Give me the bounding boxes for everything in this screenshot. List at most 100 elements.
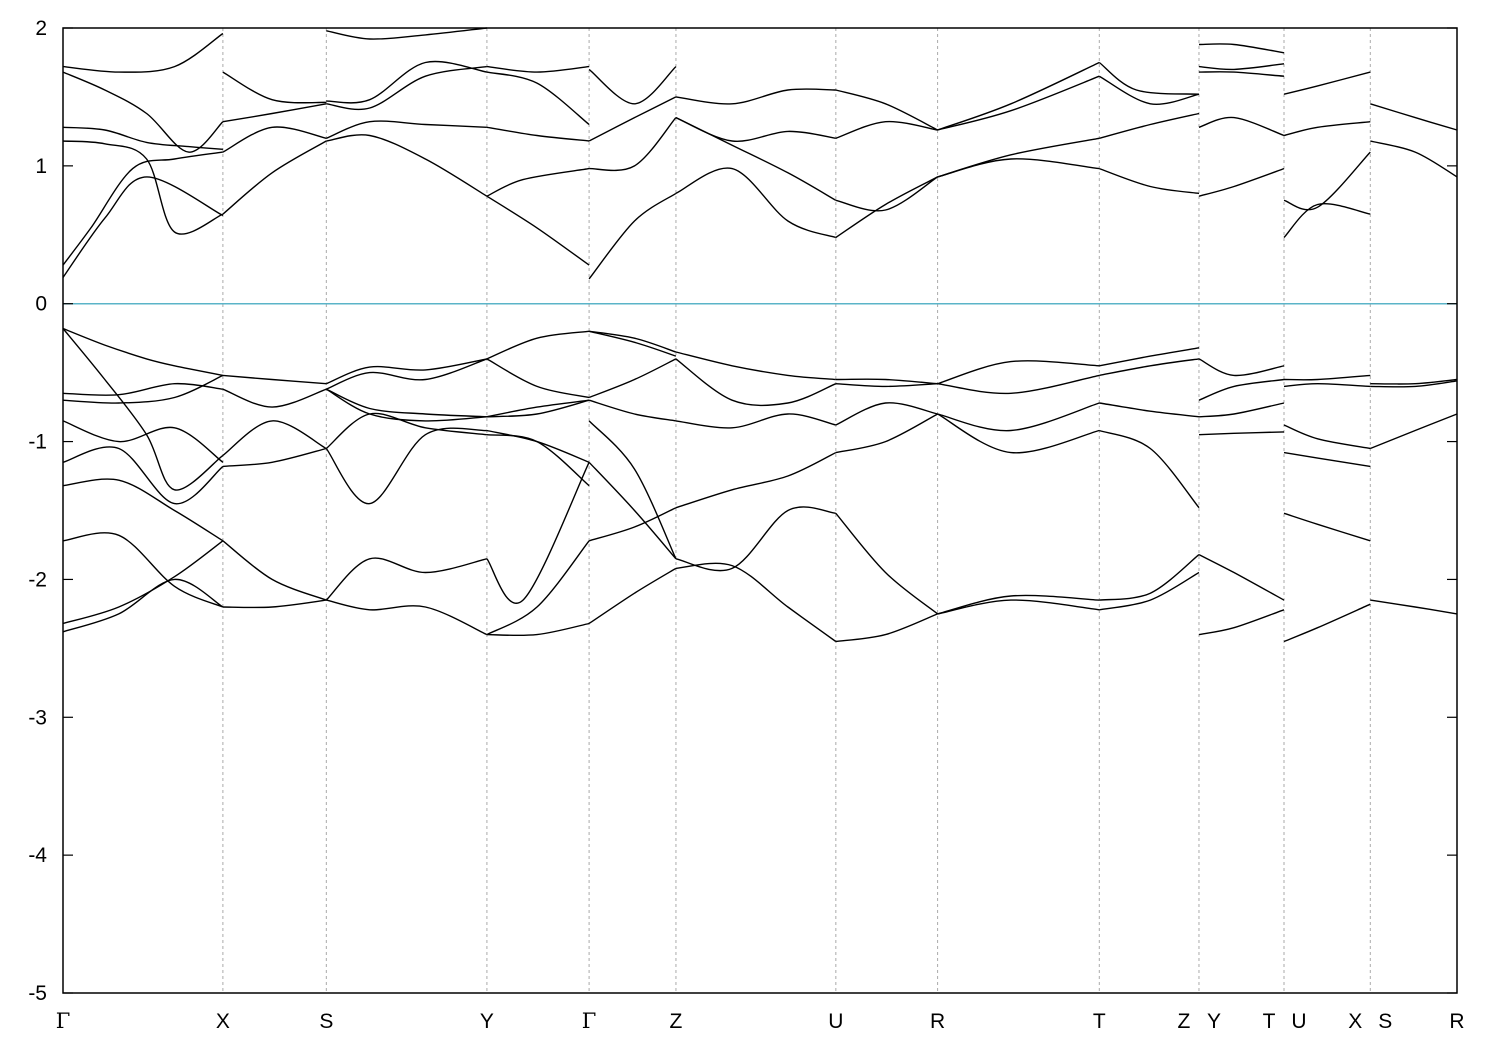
band-line-75 [486, 330, 590, 360]
band-line-67 [326, 358, 488, 385]
band-line-114 [1099, 554, 1200, 601]
band-line-5 [62, 71, 224, 153]
band-line-130 [1370, 413, 1458, 450]
band-line-54 [62, 374, 224, 404]
band-line-93 [675, 358, 837, 407]
ytick-label-4: -1 [28, 431, 47, 454]
band-line-64 [222, 447, 327, 468]
band-line-2 [62, 140, 224, 235]
band-line-94 [675, 413, 836, 429]
kpoint-label-14: S [1378, 1010, 1392, 1033]
band-line-110 [1099, 347, 1200, 367]
kpoint-label-2: S [319, 1010, 333, 1033]
band-line-44 [1198, 43, 1285, 54]
kpoint-label-4: Γ [582, 1009, 597, 1033]
kpoint-label-12: U [1291, 1010, 1306, 1033]
band-line-28 [835, 176, 938, 239]
band-line-131 [1370, 599, 1458, 615]
band-line-12 [326, 65, 488, 111]
band-line-4 [62, 32, 224, 73]
band-line-57 [62, 478, 224, 542]
band-line-96 [675, 506, 836, 572]
band-line-100 [835, 402, 938, 426]
band-line-125 [1283, 451, 1371, 468]
band-line-29 [835, 176, 938, 212]
kpoint-label-7: R [930, 1010, 945, 1033]
kpoint-label-6: U [828, 1010, 843, 1033]
band-line-34 [937, 75, 1100, 131]
band-line-14 [326, 27, 487, 40]
band-line-102 [835, 512, 939, 615]
band-line-40 [1198, 167, 1285, 197]
band-line-10 [326, 134, 488, 197]
band-line-97 [675, 562, 837, 643]
plot-border [62, 27, 1458, 994]
kpoint-label-9: Z [1178, 1010, 1191, 1033]
band-line-116 [1198, 358, 1285, 377]
band-line-73 [325, 557, 488, 601]
band-line-21 [589, 117, 677, 172]
band-line-90 [588, 507, 677, 542]
band-line-126 [1283, 512, 1371, 542]
band-line-8 [222, 103, 327, 123]
band-line-80 [486, 434, 590, 487]
band-line-35 [937, 61, 1100, 131]
band-line-42 [1198, 71, 1285, 77]
ytick-label-1: -4 [28, 844, 47, 867]
band-line-118 [1198, 402, 1285, 418]
band-line-123 [1283, 382, 1371, 388]
band-line-83 [486, 622, 590, 637]
band-line-45 [1283, 203, 1371, 238]
band-line-104 [937, 360, 1100, 385]
band-line-112 [1099, 402, 1200, 418]
band-line-120 [1198, 553, 1285, 601]
band-line-91 [588, 567, 677, 625]
band-line-129 [1370, 380, 1458, 388]
ytick-label-3: -2 [28, 568, 47, 591]
band-line-82 [486, 540, 590, 636]
band-line-13 [326, 60, 488, 104]
band-line-85 [588, 330, 677, 357]
band-line-17 [486, 126, 590, 142]
band-line-87 [588, 399, 677, 422]
band-line-50 [1370, 103, 1458, 131]
band-lines [62, 27, 1458, 643]
band-line-70 [325, 388, 487, 422]
band-line-107 [937, 402, 1100, 432]
band-line-109 [937, 599, 1100, 615]
band-line-71 [325, 427, 487, 505]
band-line-20 [588, 192, 677, 280]
band-line-41 [1198, 116, 1285, 137]
band-line-11 [326, 120, 487, 139]
band-line-16 [486, 167, 590, 197]
band-line-66 [222, 599, 327, 609]
band-line-121 [1198, 609, 1285, 636]
band-line-92 [675, 351, 836, 381]
band-line-15 [486, 195, 590, 266]
kpoint-label-15: R [1449, 1010, 1464, 1033]
band-line-49 [1370, 140, 1458, 178]
ytick-label-7: 2 [35, 17, 47, 40]
ytick-label-2: -3 [28, 706, 47, 729]
band-line-31 [835, 89, 938, 131]
band-line-22 [588, 96, 677, 142]
ytick-label-6: 1 [35, 155, 47, 178]
kpoint-label-10: Y [1207, 1010, 1221, 1033]
band-line-99 [835, 383, 938, 388]
band-line-65 [222, 540, 327, 601]
kpoint-label-0: Γ [56, 1009, 71, 1033]
band-line-128 [1370, 378, 1458, 385]
band-line-127 [1283, 603, 1371, 643]
band-line-69 [326, 388, 487, 418]
band-line-76 [486, 358, 590, 399]
band-line-51 [62, 327, 224, 377]
kpoint-label-3: Y [480, 1010, 494, 1033]
band-line-122 [1283, 374, 1371, 381]
band-line-23 [588, 66, 677, 105]
band-line-47 [1283, 121, 1371, 137]
band-line-19 [486, 65, 590, 73]
band-line-81 [486, 461, 590, 604]
band-line-95 [675, 451, 837, 509]
